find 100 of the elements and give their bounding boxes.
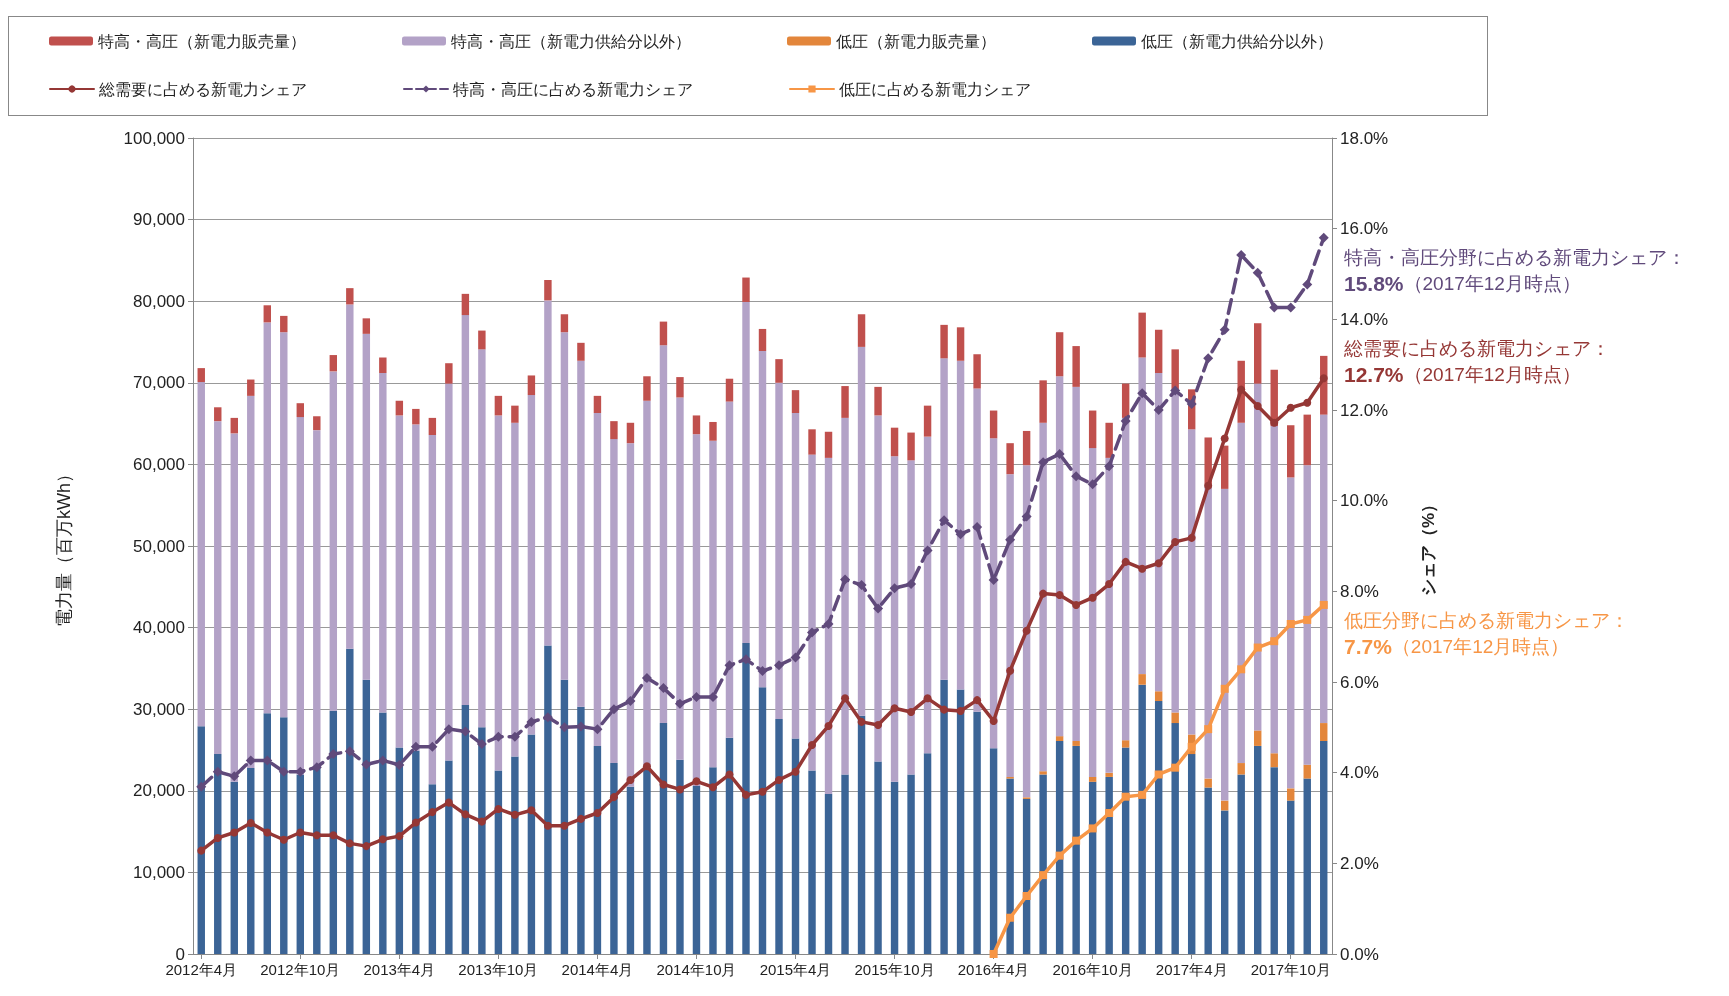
bar <box>824 794 833 954</box>
bar <box>1039 380 1047 423</box>
y-axis-title: 電力量（百万kWh） <box>54 465 74 627</box>
bar <box>874 386 882 416</box>
bar <box>626 422 635 444</box>
bar <box>1055 376 1064 737</box>
bar <box>659 321 668 346</box>
bar <box>1055 736 1064 742</box>
bar <box>1320 741 1328 954</box>
legend-label: 特高・高圧に占める新電力シェア <box>453 80 693 98</box>
legend-label: 特高・高圧（新電力供給分以外） <box>451 32 691 50</box>
bar <box>1254 323 1262 384</box>
bar <box>1237 763 1245 775</box>
bar <box>1138 312 1146 358</box>
point <box>1187 742 1196 751</box>
bar <box>461 293 470 316</box>
bar <box>659 345 668 724</box>
bar <box>973 354 981 389</box>
bar <box>1287 788 1295 801</box>
bar <box>593 745 602 954</box>
y-tick-label: 80,000 <box>133 291 185 311</box>
bar <box>1105 422 1113 458</box>
bar <box>676 759 684 954</box>
bar <box>709 767 717 954</box>
bar <box>890 781 899 954</box>
bar <box>362 318 371 334</box>
bar <box>412 424 420 751</box>
bar <box>544 300 552 646</box>
bar <box>676 377 684 398</box>
bar <box>643 376 651 401</box>
bar <box>923 405 932 437</box>
y2-tick-label: 12.0% <box>1340 400 1389 420</box>
bar <box>791 738 800 954</box>
bar <box>1138 684 1146 954</box>
bar <box>973 388 981 712</box>
bar <box>296 403 305 418</box>
y2-tick-label: 6.0% <box>1340 672 1379 692</box>
bar <box>511 422 519 757</box>
bar <box>1154 373 1163 692</box>
bar <box>824 431 833 458</box>
bar <box>1006 443 1014 475</box>
bar <box>692 434 701 786</box>
bar <box>1039 422 1047 772</box>
bar <box>808 770 816 954</box>
bar <box>577 342 585 361</box>
bar <box>1039 771 1047 775</box>
bar <box>857 314 866 347</box>
y-tick-label: 20,000 <box>133 781 185 801</box>
bar <box>1187 754 1196 954</box>
x-tick-label: 2015年10月 <box>854 961 935 978</box>
legend-label: 低圧（新電力供給分以外） <box>1141 32 1333 50</box>
bar <box>1138 357 1146 675</box>
bar <box>197 381 205 727</box>
bar <box>824 457 833 795</box>
point <box>1286 619 1295 628</box>
bar <box>841 417 849 775</box>
bar <box>1022 798 1031 954</box>
y2-tick-label: 0.0% <box>1340 944 1379 964</box>
point <box>989 950 998 958</box>
bar <box>1237 774 1245 954</box>
bar <box>1270 767 1278 954</box>
point <box>1237 665 1246 674</box>
legend-label: 低圧に占める新電力シェア <box>839 80 1031 98</box>
bar <box>1055 332 1064 377</box>
bar <box>346 648 354 954</box>
bar <box>808 454 816 771</box>
bar <box>692 415 701 435</box>
bar <box>280 717 288 954</box>
bar <box>775 382 783 719</box>
bar <box>1072 346 1080 387</box>
bar <box>1287 425 1295 478</box>
bar <box>1303 414 1311 466</box>
y-tick-label: 50,000 <box>133 536 185 556</box>
bar <box>923 753 932 954</box>
bar <box>214 407 222 422</box>
bar <box>1022 430 1031 466</box>
bar <box>1287 800 1295 954</box>
bar <box>1105 772 1113 777</box>
bar <box>544 645 552 954</box>
bar <box>923 436 932 754</box>
text: 総需要に占める新電力シェア： 12.7%（2017年12月時点） <box>1343 337 1610 386</box>
bar <box>395 415 404 748</box>
bar <box>907 460 915 775</box>
bar <box>577 706 585 954</box>
bar <box>808 429 816 455</box>
x-tick-label: 2012年4月 <box>165 961 238 978</box>
bar <box>494 395 503 416</box>
y-tick-label: 40,000 <box>133 618 185 638</box>
bar <box>758 687 767 954</box>
bar <box>1154 701 1163 954</box>
x-tick-label: 2013年4月 <box>363 961 436 978</box>
bar <box>379 373 387 713</box>
bar <box>230 433 238 782</box>
bar <box>379 357 387 374</box>
bar <box>758 328 767 351</box>
bar <box>989 438 998 749</box>
bar <box>445 760 453 954</box>
bar <box>1088 776 1097 782</box>
bar <box>874 415 882 762</box>
bar <box>610 421 618 440</box>
